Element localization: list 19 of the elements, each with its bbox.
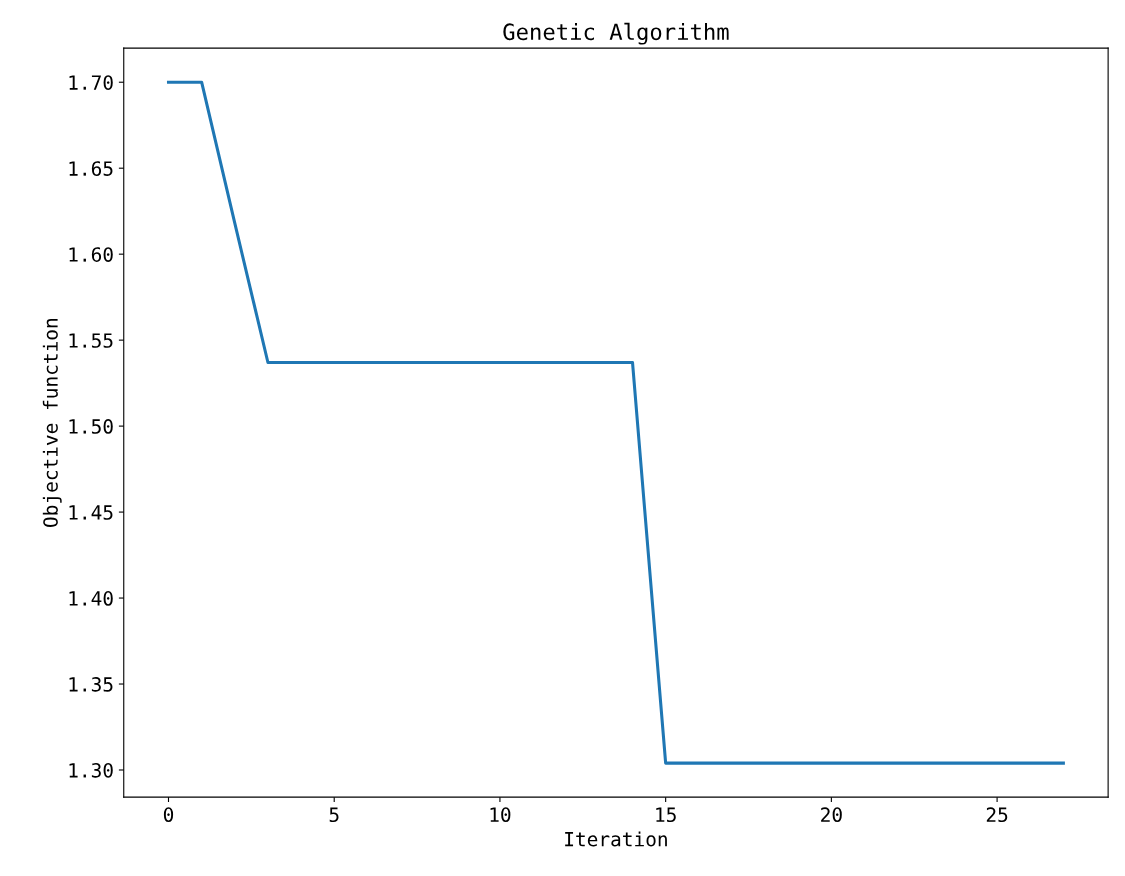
x-tick-label: 10 — [490, 807, 511, 823]
y-tick-label: 1.45 — [69, 505, 113, 520]
y-tick-label: 1.50 — [69, 419, 113, 434]
x-tick-label: 5 — [329, 807, 339, 823]
y-tick-label: 1.40 — [69, 591, 113, 606]
x-axis-title: Iteration — [565, 831, 667, 847]
x-tick-label: 20 — [821, 807, 842, 823]
chart-title: Genetic Algorithm — [503, 22, 729, 45]
y-tick-label: 1.60 — [69, 247, 113, 262]
x-tick-label: 15 — [656, 807, 676, 823]
line-series — [166, 80, 1065, 765]
y-tick-label: 1.65 — [69, 161, 113, 176]
y-tick-label: 1.55 — [69, 333, 113, 348]
y-tick-label: 1.35 — [69, 677, 113, 692]
y-tick-label: 1.70 — [69, 75, 113, 90]
x-tick-label: 25 — [986, 807, 1008, 823]
x-tick-label: 0 — [163, 807, 174, 823]
y-axis-title: Objective function — [42, 319, 62, 527]
y-tick-label: 1.30 — [69, 763, 113, 778]
